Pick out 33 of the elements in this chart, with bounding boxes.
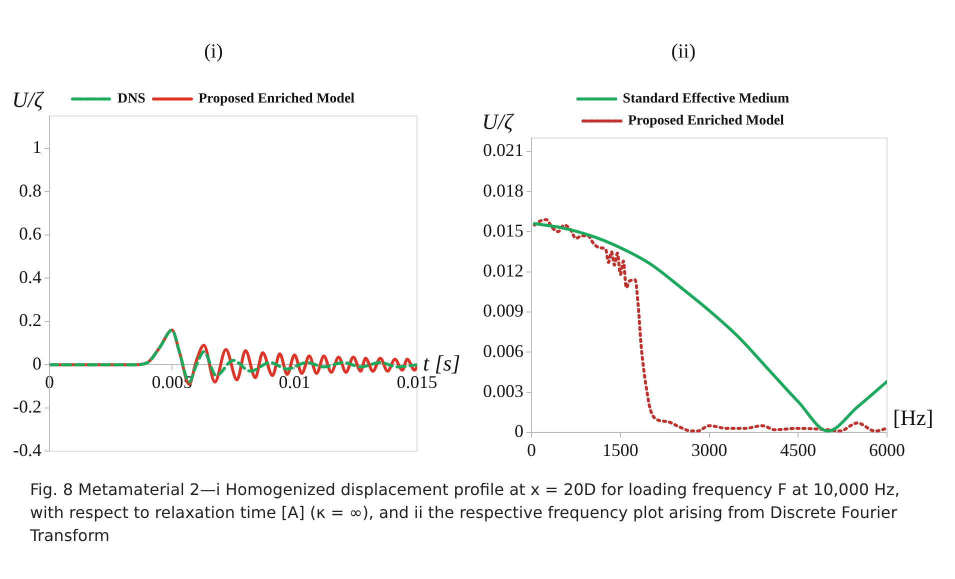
y-axis-title: U/ζ xyxy=(482,108,515,134)
x-axis-title: [Hz] xyxy=(893,405,934,430)
y-tick-label: 0.006 xyxy=(483,340,524,361)
y-axis-title: U/ζ xyxy=(12,86,45,112)
chart-title: (ii) xyxy=(671,40,696,62)
legend-label: DNS xyxy=(117,92,146,107)
y-tick-label: -0.2 xyxy=(12,396,42,417)
y-tick-label: 0.4 xyxy=(18,266,42,287)
y-tick-label: 0.2 xyxy=(18,310,42,330)
x-tick-label: 1500 xyxy=(602,440,638,460)
x-tick-label: 3000 xyxy=(691,440,728,460)
x-tick-label: 0.01 xyxy=(278,372,310,392)
y-tick-label: 1 xyxy=(32,137,42,158)
y-tick-label: 0.003 xyxy=(483,380,524,401)
y-tick-label: 0 xyxy=(514,421,524,442)
x-tick-label: 0 xyxy=(44,372,54,392)
y-tick-label: 0.018 xyxy=(483,180,524,200)
legend-label: Proposed Enriched Model xyxy=(198,92,355,107)
legend-label: Proposed Enriched Model xyxy=(628,114,784,129)
x-tick-label: 4500 xyxy=(780,440,816,460)
y-tick-label: 0.009 xyxy=(483,300,524,321)
x-tick-label: 0 xyxy=(527,440,536,460)
legend-label: Standard Effective Medium xyxy=(622,92,790,107)
y-tick-label: 0.6 xyxy=(18,224,42,244)
y-tick-label: 0.012 xyxy=(483,260,524,281)
chart-title: (i) xyxy=(204,40,223,62)
x-tick-label: 6000 xyxy=(869,440,905,460)
y-tick-label: -0.4 xyxy=(12,440,42,460)
caption: Fig. 8 Metamaterial 2—i Homogenized displacement profile at x = 20D for loading frequency F at 10,000 Hz, with respect to relaxation time [A] (κ = ∞), and ii the respective frequency plot arising from Discrete Fourier Transform xyxy=(30,479,901,547)
y-tick-label: 0 xyxy=(32,353,42,374)
y-tick-label: 0.015 xyxy=(483,220,524,240)
y-tick-label: 0.021 xyxy=(483,140,524,160)
y-tick-label: 0.8 xyxy=(18,180,42,200)
